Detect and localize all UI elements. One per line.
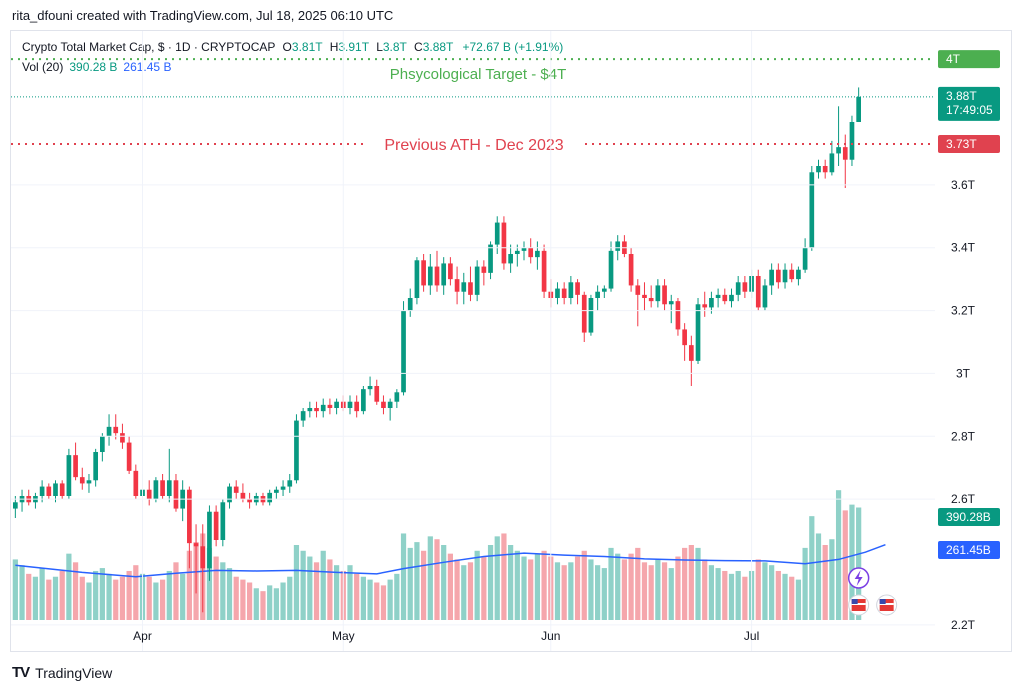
close-label: C xyxy=(414,40,423,54)
footer-brand[interactable]: TV TradingView xyxy=(12,664,112,681)
open-label: O xyxy=(282,40,292,54)
symbol-legend: Crypto Total Market Cap, $ · 1D · CRYPTO… xyxy=(22,40,563,54)
symbol-name[interactable]: Crypto Total Market Cap, $ · 1D · CRYPTO… xyxy=(22,40,276,54)
open-value: 3.81T xyxy=(291,40,323,54)
high-label: H xyxy=(329,40,339,54)
tradingview-logo: TV xyxy=(12,664,30,681)
volume-legend: Vol (20) 390.28 B 261.45 B xyxy=(22,60,171,74)
close-value: 3.88T xyxy=(422,40,454,54)
change-value: +72.67 B (+1.91%) xyxy=(462,40,564,54)
low-value: 3.8T xyxy=(382,40,407,54)
volume-value: 390.28 B xyxy=(69,60,118,74)
low-label: L xyxy=(376,40,383,54)
volume-ma-value: 261.45 B xyxy=(123,60,172,74)
chart-frame xyxy=(10,30,1012,652)
volume-label[interactable]: Vol (20) xyxy=(22,60,64,74)
chart-caption: rita_dfouni created with TradingView.com… xyxy=(12,8,394,23)
tradingview-brand: TradingView xyxy=(35,664,113,681)
high-value: 3.91T xyxy=(338,40,369,54)
